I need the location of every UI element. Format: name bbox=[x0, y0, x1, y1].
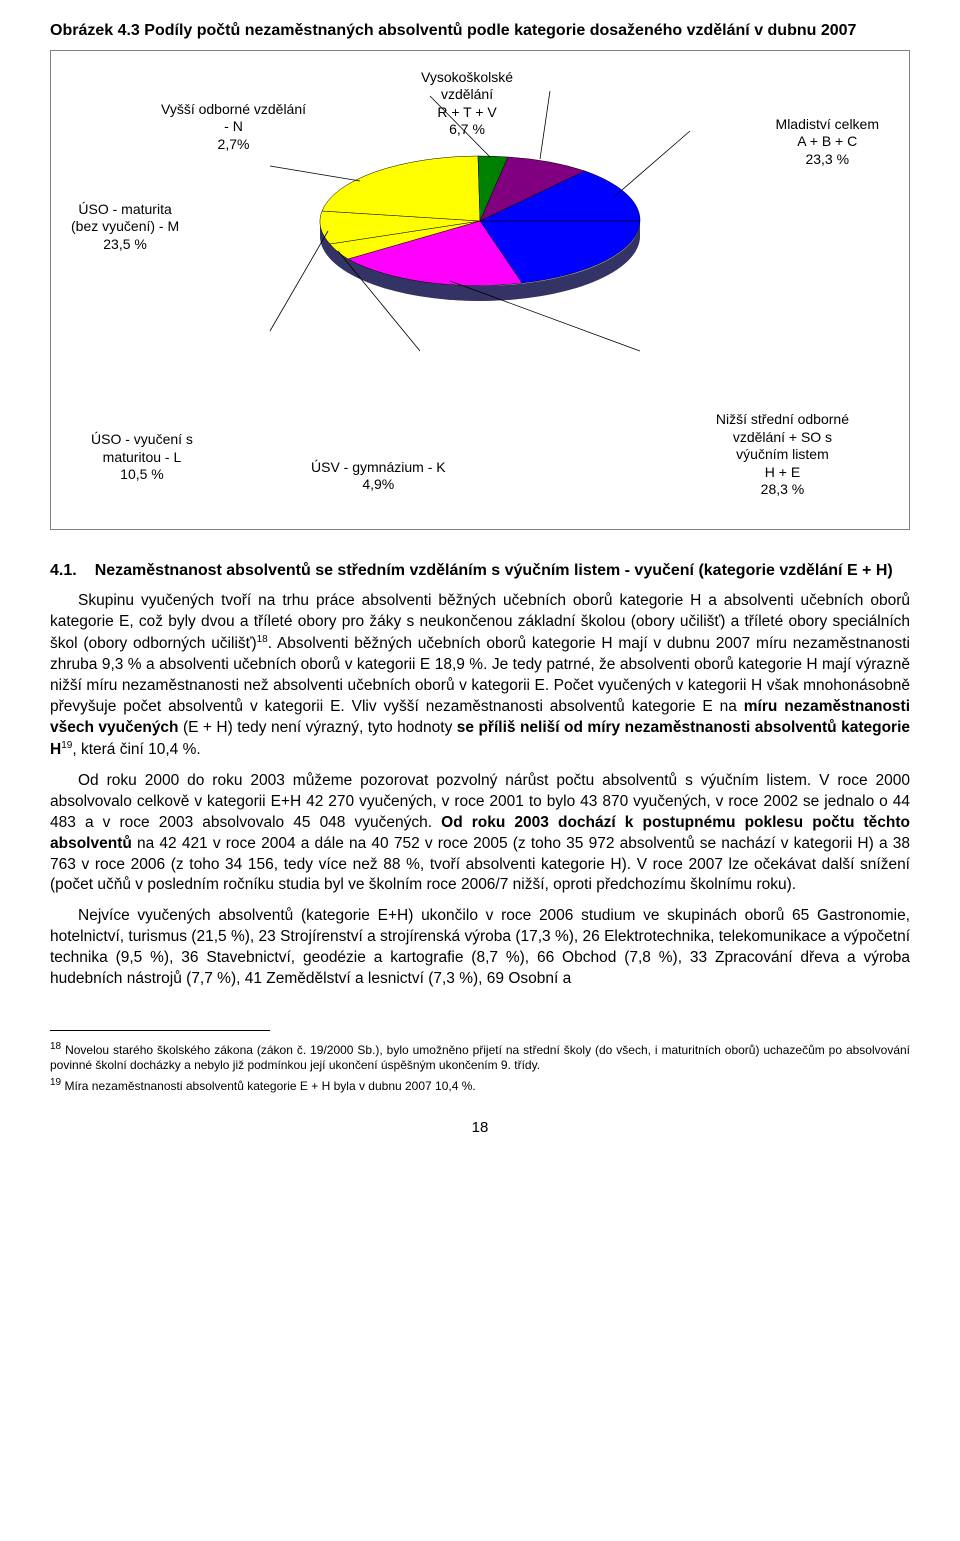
footnote-19-text: Míra nezaměstnanosti absolventů kategori… bbox=[64, 1079, 475, 1093]
paragraph-2: Od roku 2000 do roku 2003 můžeme pozorov… bbox=[50, 771, 910, 897]
page-number: 18 bbox=[50, 1118, 910, 1138]
p1-text-f: , která činí 10,4 %. bbox=[72, 741, 200, 758]
figure-title: Obrázek 4.3 Podíly počtů nezaměstnaných … bbox=[50, 20, 910, 42]
label-gymnaz: ÚSV - gymnázium - K 4,9% bbox=[311, 459, 446, 494]
paragraph-1: Skupinu vyučených tvoří na trhu práce ab… bbox=[50, 591, 910, 761]
label-vyssi: Vyšší odborné vzdělání - N 2,7% bbox=[161, 101, 306, 154]
section-heading: 4.1. Nezaměstnanost absolventů se středn… bbox=[50, 560, 910, 582]
label-vyuceni-mat: ÚSO - vyučení s maturitou - L 10,5 % bbox=[91, 431, 193, 484]
label-vysokoskol: Vysokoškolské vzdělání R + T + V 6,7 % bbox=[421, 69, 513, 139]
section-title: Nezaměstnanost absolventů se středním vz… bbox=[95, 560, 910, 582]
label-maturita: ÚSO - maturita (bez vyučení) - M 23,5 % bbox=[71, 201, 179, 254]
footnote-num-18: 18 bbox=[50, 1041, 61, 1052]
footnote-rule bbox=[50, 1030, 270, 1037]
p2-text-c: na 42 421 v roce 2004 a dále na 40 752 v… bbox=[50, 835, 910, 894]
footnote-ref-18: 18 bbox=[257, 634, 268, 645]
paragraph-3: Nejvíce vyučených absolventů (kategorie … bbox=[50, 906, 910, 990]
footnote-num-19: 19 bbox=[50, 1077, 61, 1088]
footnotes-block: 18 Novelou starého školského zákona (zák… bbox=[50, 1041, 910, 1094]
label-mladistvi: Mladiství celkem A + B + C 23,3 % bbox=[776, 116, 879, 169]
footnote-18-text: Novelou starého školského zákona (zákon … bbox=[50, 1043, 910, 1072]
p1-text-d: (E + H) tedy není výrazný, tyto hodnoty bbox=[179, 719, 457, 736]
label-nizsi: Nižší střední odborné vzdělání + SO s vý… bbox=[716, 411, 849, 499]
footnote-19: 19 Míra nezaměstnanosti absolventů kateg… bbox=[50, 1077, 910, 1094]
footnote-ref-19: 19 bbox=[61, 740, 72, 751]
section-number: 4.1. bbox=[50, 560, 77, 582]
pie-chart-container: Mladiství celkem A + B + C 23,3 % Nižší … bbox=[50, 50, 910, 530]
footnote-18: 18 Novelou starého školského zákona (zák… bbox=[50, 1041, 910, 1073]
